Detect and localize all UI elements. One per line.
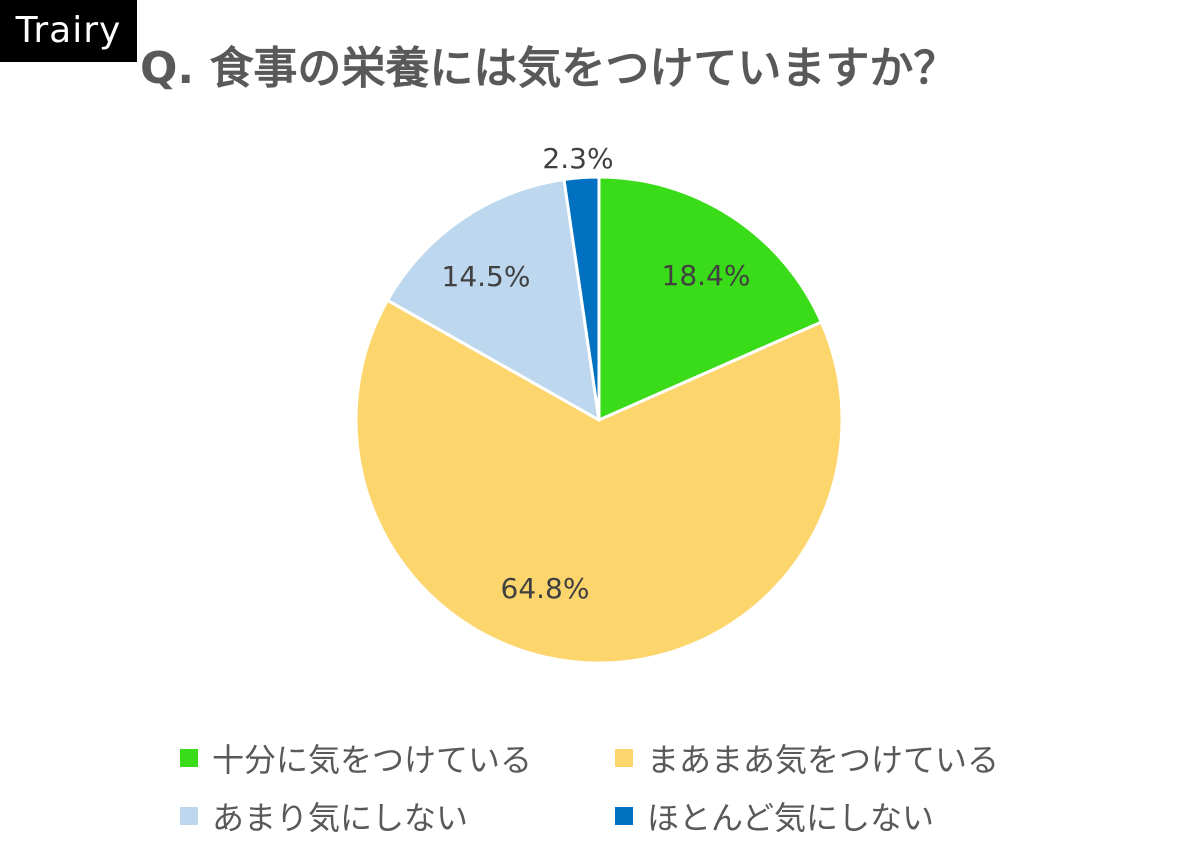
legend-label-hardly: ほとんど気にしない (647, 799, 935, 837)
slice-label-fairly: 64.8% (501, 572, 590, 605)
legend-label-not-much: あまり気にしない (212, 799, 469, 837)
legend-item-fairly: まあまあ気をつけている (615, 730, 999, 786)
pie-slice-fairly (354, 298, 844, 665)
legend-swatch-fairly (615, 749, 633, 767)
slice-label-not-much: 14.5% (442, 260, 531, 293)
legend-item-sufficient: 十分に気をつけている (180, 730, 532, 786)
legend-label-fairly: まあまあ気をつけている (647, 741, 1000, 779)
brand-label: Trairy (15, 10, 122, 51)
brand-badge: Trairy (0, 0, 137, 62)
slice-label-sufficient: 18.4% (662, 259, 751, 292)
legend-swatch-hardly (615, 807, 633, 825)
pie-slices (354, 175, 844, 665)
pie-slice-sufficient (597, 175, 823, 422)
pie-labels: 18.4% 64.8% 14.5% 2.3% (442, 142, 751, 605)
legend-swatch-sufficient (180, 749, 198, 767)
legend-label-sufficient: 十分に気をつけている (212, 741, 533, 779)
legend-item-hardly: ほとんど気にしない (615, 788, 934, 844)
chart-title: Q. 食事の栄養には気をつけていますか？ (140, 43, 958, 94)
pie-slice-hardly (562, 175, 601, 422)
pie-slice-not-much (386, 178, 601, 422)
chart-legend: 十分に気をつけている まあまあ気をつけている あまり気にしない ほとんど気にしな… (180, 730, 1080, 850)
legend-swatch-not-much (180, 807, 198, 825)
slice-label-hardly: 2.3% (542, 142, 613, 175)
legend-item-not-much: あまり気にしない (180, 788, 468, 844)
